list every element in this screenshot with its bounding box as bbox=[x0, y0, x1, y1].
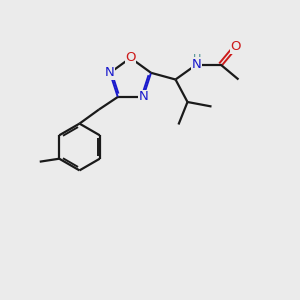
Text: N: N bbox=[105, 66, 115, 79]
Text: O: O bbox=[125, 51, 136, 64]
Text: H: H bbox=[193, 54, 201, 64]
Text: N: N bbox=[192, 58, 201, 71]
Text: O: O bbox=[230, 40, 241, 53]
Text: N: N bbox=[138, 91, 148, 103]
